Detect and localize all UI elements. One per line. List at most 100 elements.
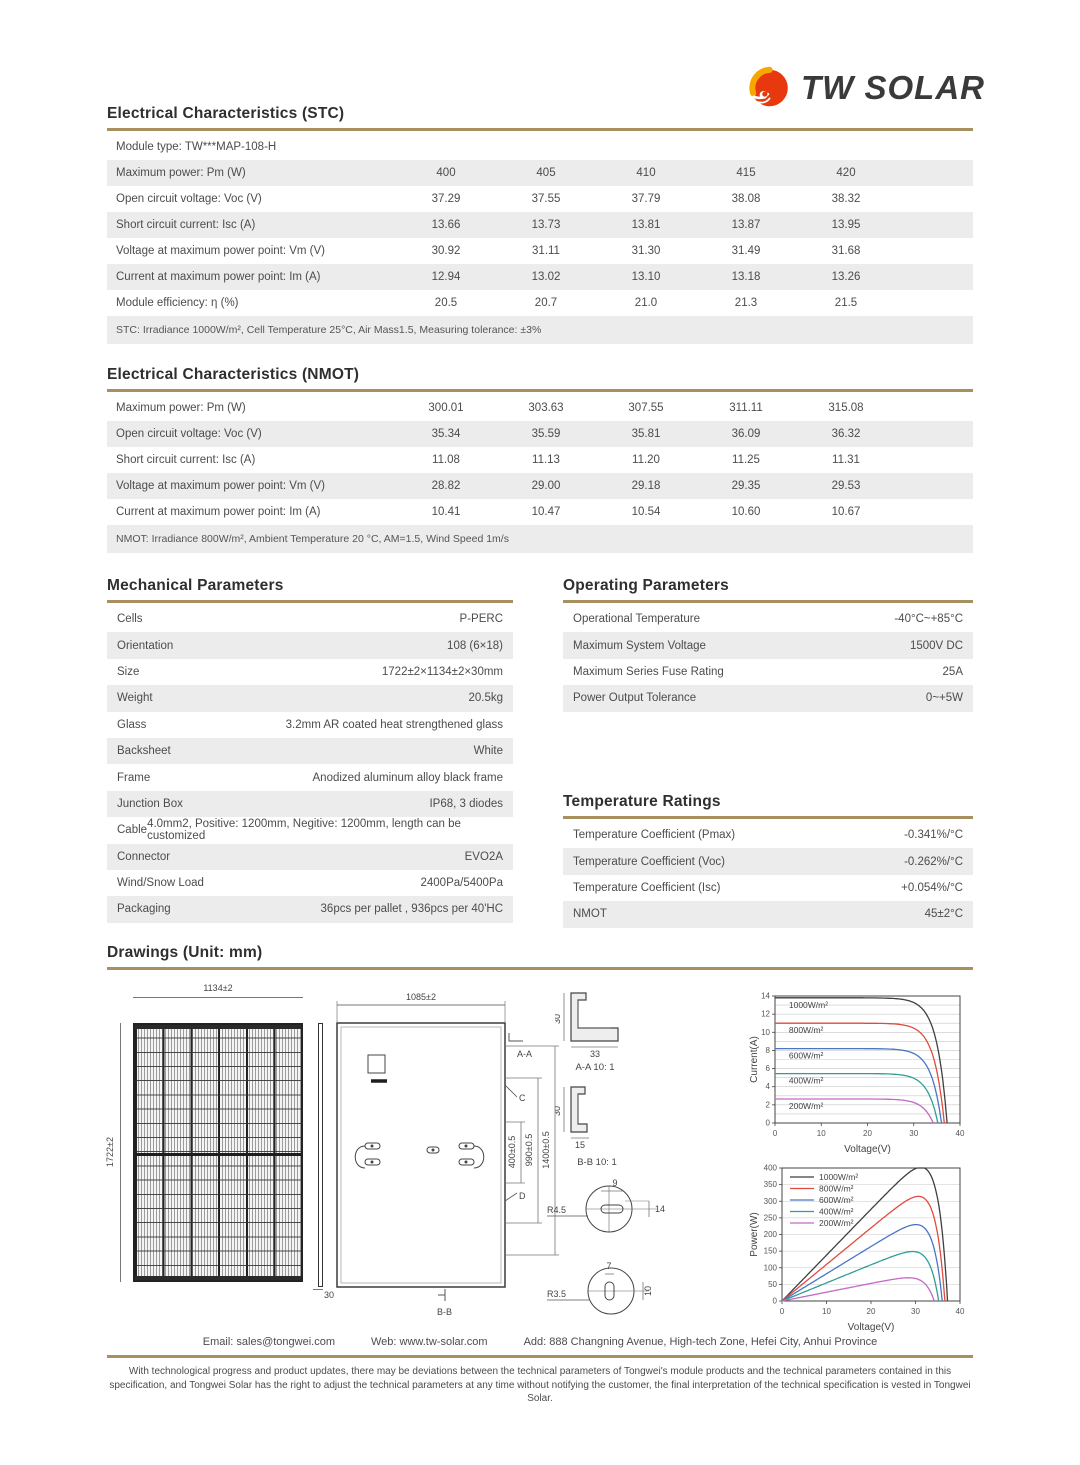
row-value: 31.68	[831, 245, 861, 257]
row-value: 37.29	[431, 193, 461, 205]
hole-width-dim: 9	[612, 1178, 617, 1188]
row-value: 20.7	[534, 297, 558, 309]
grounding-hole-detail: 7 10 R3.5	[547, 1261, 653, 1315]
nmot-table: Maximum power: Pm (W) 300.01 303.63 307.…	[107, 395, 973, 525]
temperature-table: Temperature Coefficient (Pmax) -0.341%/°…	[563, 822, 973, 928]
power-curve-chart: 0 10 20 30 40050100150200250300350400Voltage…	[749, 1164, 965, 1334]
frame-section-aa: 30 33 A-A 10: 1	[555, 992, 619, 1073]
section-drawings: Drawings (Unit: mm)	[107, 944, 973, 970]
flame-sun-icon	[749, 66, 788, 107]
table-row: Backsheet White	[107, 737, 513, 765]
row-value: 10.54	[631, 506, 661, 518]
row-label: Maximum System Voltage	[573, 639, 706, 652]
svg-text:200W/m²: 200W/m²	[789, 1101, 824, 1111]
front-height-dim: 1722±2	[104, 1137, 115, 1167]
row-value: 10.67	[831, 506, 861, 518]
svg-text:0: 0	[773, 1129, 778, 1138]
module-type-row: Module type: TW***MAP-108-H	[116, 141, 277, 153]
row-value: 21.5	[834, 297, 858, 309]
row-value: 420	[836, 167, 856, 179]
back-label-bb: B-B	[437, 1307, 452, 1317]
table-row: Size 1722±2×1134±2×30mm	[107, 659, 513, 685]
section-mechanical: Mechanical Parameters Cells P-PERC Orien…	[107, 577, 513, 923]
svg-text:30: 30	[911, 1307, 920, 1316]
footer: Email: sales@tongwei.com Web: www.tw-sol…	[0, 1336, 1080, 1406]
table-row: Orientation 108 (6×18)	[107, 632, 513, 659]
row-label: Temperature Coefficient (Voc)	[573, 855, 725, 868]
svg-text:12: 12	[761, 1010, 770, 1019]
row-label: NMOT	[573, 908, 607, 921]
dim-line	[313, 1289, 323, 1290]
row-value: 300.01	[428, 402, 464, 414]
row-value: 2400Pa/5400Pa	[420, 877, 504, 890]
svg-text:300: 300	[764, 1197, 778, 1206]
svg-text:600W/m²: 600W/m²	[819, 1195, 854, 1205]
row-label: Maximum power: Pm (W)	[116, 402, 246, 414]
section-title-drawings: Drawings (Unit: mm)	[107, 944, 263, 961]
section-title-stc: Electrical Characteristics (STC)	[107, 105, 345, 122]
row-value: 311.11	[729, 402, 763, 414]
row-value: 38.08	[731, 193, 761, 205]
row-label: Glass	[117, 718, 147, 731]
row-value: 315.08	[828, 402, 864, 414]
row-value: 11.13	[532, 454, 560, 466]
ground-width-dim: 7	[606, 1261, 611, 1271]
row-value: 11.08	[432, 454, 460, 466]
table-row: Operational Temperature -40°C~+85°C	[563, 606, 973, 632]
row-value: 30.92	[431, 245, 461, 257]
row-label: Wind/Snow Load	[117, 877, 204, 890]
footer-address: Add: 888 Changning Avenue, High-tech Zon…	[523, 1336, 878, 1348]
table-row: Packaging 36pcs per pallet , 936pcs per …	[107, 896, 513, 923]
junction-box	[367, 1054, 386, 1074]
row-value: 35.59	[531, 428, 561, 440]
table-row: Short circuit current: Isc (A) 13.66 13.…	[107, 212, 973, 238]
row-value: 37.55	[531, 193, 561, 205]
svg-text:800W/m²: 800W/m²	[819, 1184, 854, 1194]
row-value: 29.00	[531, 480, 561, 492]
row-label: Short circuit current: Isc (A)	[116, 454, 256, 466]
table-row: Temperature Coefficient (Pmax) -0.341%/°…	[563, 822, 973, 848]
row-value: 13.26	[831, 271, 861, 283]
table-row: Short circuit current: Isc (A) 11.08 11.…	[107, 447, 973, 473]
row-value: 21.0	[634, 297, 658, 309]
row-value: 29.35	[731, 480, 761, 492]
row-value: 31.49	[731, 245, 761, 257]
row-value: 20.5	[434, 297, 458, 309]
row-value: 400	[436, 167, 456, 179]
svg-text:2: 2	[766, 1100, 771, 1109]
row-value: 12.94	[431, 271, 461, 283]
section-operating: Operating Parameters Operational Tempera…	[563, 577, 973, 712]
table-row: Power Output Tolerance 0~+5W	[563, 685, 973, 712]
section-temperature: Temperature Ratings Temperature Coeffici…	[563, 793, 973, 928]
table-row: Temperature Coefficient (Isc) +0.054%/°C	[563, 875, 973, 901]
row-value: 1722±2×1134±2×30mm	[381, 665, 503, 678]
row-value: 405	[536, 167, 556, 179]
table-row: Open circuit voltage: Voc (V) 37.29 37.5…	[107, 186, 973, 212]
row-value: 13.02	[531, 271, 561, 283]
table-row: Maximum power: Pm (W) 300.01 303.63 307.…	[107, 395, 973, 421]
bb-height-dim: 30	[555, 1106, 562, 1116]
cable-right	[458, 1142, 485, 1169]
svg-text:0: 0	[766, 1119, 771, 1128]
footer-email: Email: sales@tongwei.com	[202, 1336, 335, 1348]
row-label: Junction Box	[117, 797, 183, 810]
back-dim-990: 990±0.5	[524, 1134, 534, 1166]
table-row: Open circuit voltage: Voc (V) 35.34 35.5…	[107, 421, 973, 447]
row-value: 11.25	[732, 454, 760, 466]
svg-text:40: 40	[956, 1129, 965, 1138]
back-label-d: D	[519, 1191, 526, 1201]
ground-height-dim: 10	[643, 1286, 653, 1296]
row-value: IP68, 3 diodes	[429, 797, 503, 810]
row-value: 38.32	[831, 193, 861, 205]
table-row: Voltage at maximum power point: Vm (V) 2…	[107, 473, 973, 499]
svg-text:Power(W): Power(W)	[749, 1212, 760, 1256]
footer-disclaimer: With technological progress and product …	[109, 1366, 971, 1404]
row-value: 13.18	[731, 271, 761, 283]
svg-text:14: 14	[761, 992, 770, 1001]
row-value: 28.82	[431, 480, 461, 492]
svg-text:50: 50	[768, 1280, 777, 1289]
footer-rule	[107, 1355, 973, 1358]
hole-height-dim: 14	[655, 1204, 665, 1214]
svg-text:10: 10	[761, 1028, 770, 1037]
svg-text:1000W/m²: 1000W/m²	[789, 1000, 828, 1010]
